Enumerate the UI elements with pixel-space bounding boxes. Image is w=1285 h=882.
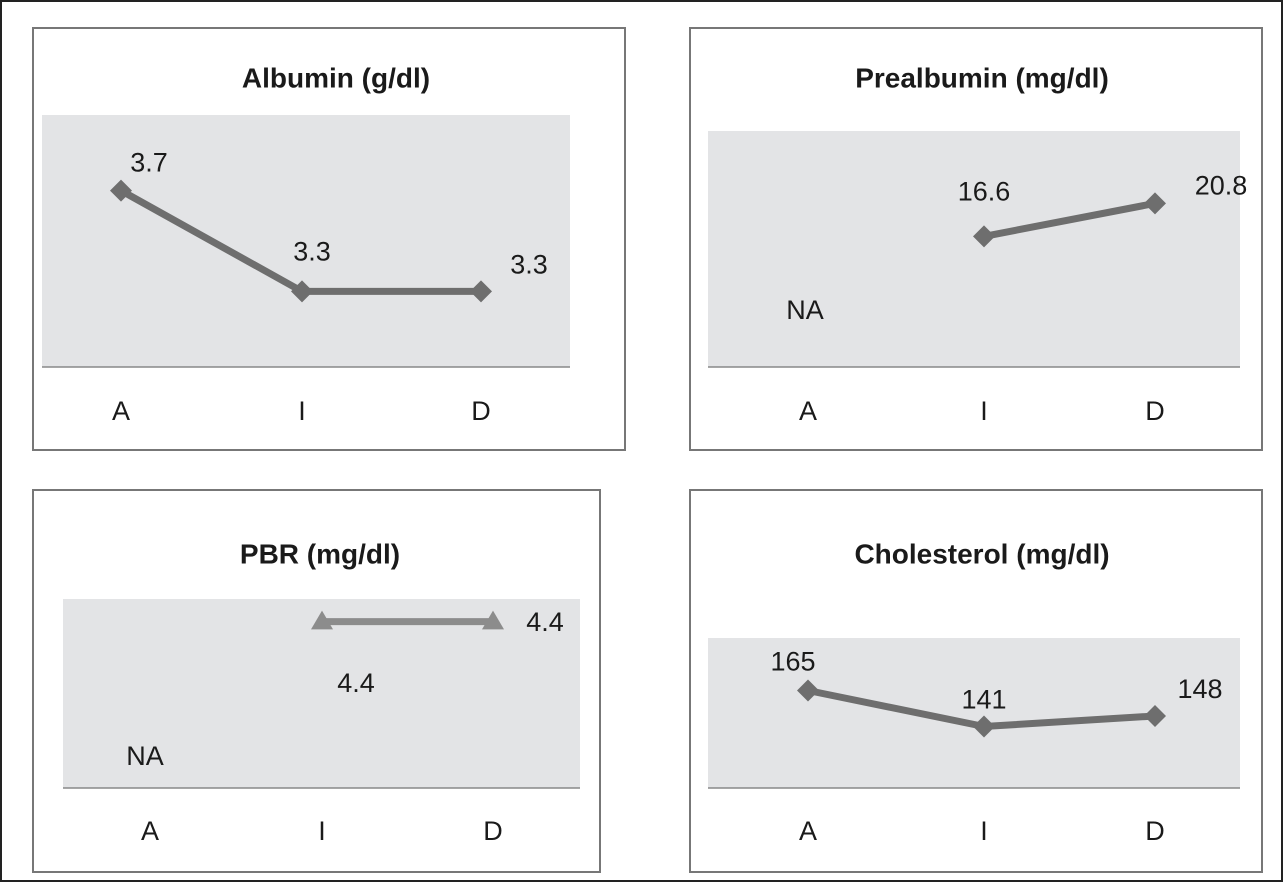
data-label: 3.3 (510, 250, 548, 280)
x-tick-label: D (1145, 396, 1165, 426)
data-point (1144, 705, 1166, 727)
data-point (1144, 192, 1166, 215)
x-tick-label: I (298, 396, 306, 426)
x-tick-label: D (471, 396, 491, 426)
chart-title: PBR (mg/dl) (240, 538, 400, 569)
x-tick-label: A (112, 396, 130, 426)
data-point (470, 280, 492, 303)
x-tick-label: I (318, 816, 326, 846)
data-label: 165 (770, 647, 815, 677)
plot-area (63, 599, 580, 788)
data-point (797, 679, 819, 702)
data-point (482, 610, 504, 630)
chart-title: Albumin (g/dl) (242, 62, 430, 93)
x-tick-label: I (980, 396, 988, 426)
data-label: 148 (1177, 674, 1222, 704)
x-tick-label: A (799, 816, 817, 846)
x-tick-label: D (1145, 816, 1165, 846)
x-tick-label: I (980, 816, 988, 846)
data-point (973, 715, 995, 738)
data-label: 4.4 (337, 668, 375, 698)
plot-area (42, 115, 570, 367)
data-line (983, 199, 1156, 240)
data-label: 4.4 (526, 607, 564, 637)
plot-area (708, 131, 1240, 367)
data-label: NA (786, 295, 824, 325)
data-label: 3.7 (130, 148, 168, 178)
data-label: NA (126, 741, 164, 771)
data-point (973, 225, 995, 248)
data-point (311, 610, 333, 630)
chart-title: Prealbumin (mg/dl) (855, 62, 1109, 93)
data-point (110, 179, 132, 202)
x-tick-label: D (483, 816, 503, 846)
data-label: 16.6 (958, 177, 1011, 207)
data-label: 3.3 (293, 237, 331, 267)
x-tick-label: A (799, 396, 817, 426)
x-tick-label: A (141, 816, 159, 846)
data-label: 20.8 (1195, 170, 1248, 200)
data-label: 141 (961, 685, 1006, 715)
chart-title: Cholesterol (mg/dl) (854, 538, 1109, 569)
data-point (291, 280, 313, 303)
